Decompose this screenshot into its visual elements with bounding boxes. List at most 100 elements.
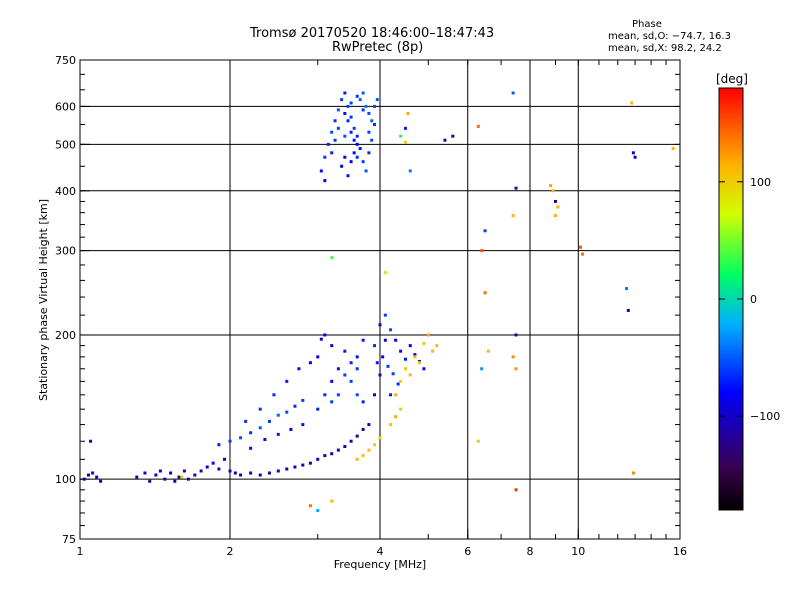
data-point [403, 367, 407, 371]
data-point [431, 349, 435, 353]
data-point [361, 160, 365, 164]
data-point [193, 473, 197, 477]
data-point [316, 509, 320, 513]
data-point [293, 465, 297, 469]
data-point [276, 469, 280, 473]
data-point [386, 364, 390, 368]
data-point [301, 423, 305, 427]
y-tick-label: 750 [55, 54, 76, 67]
data-point [333, 138, 337, 142]
data-point [511, 91, 515, 95]
data-point [355, 142, 359, 146]
data-point [476, 124, 480, 128]
data-point [343, 349, 347, 353]
data-point [316, 407, 320, 411]
y-tick-label: 600 [55, 100, 76, 113]
data-point [383, 338, 387, 342]
y-tick-label: 400 [55, 185, 76, 198]
data-point [82, 477, 86, 481]
data-point [258, 473, 262, 477]
y-tick-label: 200 [55, 329, 76, 342]
data-point [403, 357, 407, 361]
x-tick-label: 10 [571, 545, 585, 558]
data-point [361, 91, 365, 95]
data-point [373, 393, 377, 397]
data-point [89, 439, 93, 443]
data-point [336, 367, 340, 371]
data-point [355, 94, 359, 98]
data-point [391, 372, 395, 376]
data-point [364, 104, 368, 108]
data-point [99, 479, 103, 483]
data-point [330, 379, 334, 383]
data-point [631, 471, 635, 475]
data-point [514, 367, 518, 371]
data-point [285, 379, 289, 383]
data-point [483, 291, 487, 295]
data-point [340, 98, 344, 102]
data-point [249, 446, 253, 450]
data-point [349, 379, 353, 383]
data-point [211, 461, 215, 465]
data-point [336, 393, 340, 397]
data-point [486, 349, 490, 353]
phase-heading: Phase [632, 19, 662, 30]
data-point [355, 457, 359, 461]
data-point [361, 400, 365, 404]
data-point [343, 444, 347, 448]
data-point [443, 138, 447, 142]
data-point [352, 126, 356, 130]
x-tick-label: 16 [673, 545, 687, 558]
data-point [399, 134, 403, 138]
y-tick-label: 100 [55, 473, 76, 486]
data-point [413, 355, 417, 359]
data-point [549, 184, 553, 188]
data-point [346, 174, 350, 178]
data-point [367, 423, 371, 427]
data-point [367, 448, 371, 452]
data-point [333, 119, 337, 123]
data-point [343, 373, 347, 377]
data-point [630, 101, 634, 105]
data-point [370, 138, 374, 142]
data-point [511, 355, 515, 359]
data-point [373, 344, 377, 348]
data-point [367, 151, 371, 155]
data-point [308, 504, 312, 508]
data-point [361, 454, 365, 458]
data-point [249, 471, 253, 475]
data-point [330, 400, 334, 404]
data-point [154, 473, 158, 477]
data-point [511, 214, 515, 218]
data-point [435, 344, 439, 348]
data-point [199, 469, 203, 473]
data-point [239, 436, 243, 440]
y-tick-label: 500 [55, 138, 76, 151]
data-point [364, 169, 368, 173]
data-point [403, 140, 407, 144]
data-point [91, 471, 95, 475]
data-point [355, 393, 359, 397]
data-point [330, 499, 334, 503]
data-point [394, 393, 398, 397]
data-point [483, 229, 487, 233]
data-point [358, 147, 362, 151]
x-axis-label: Frequency [MHz] [334, 558, 426, 571]
axis-ticks: 1 2 4 6 8 10 16 75 100 200 300 400 500 600 750 [55, 54, 687, 558]
data-point [158, 469, 162, 473]
data-point [182, 469, 186, 473]
data-point [349, 439, 353, 443]
x-tick-label: 1 [77, 545, 84, 558]
colorbar-tick-label: −100 [750, 410, 780, 423]
data-point [301, 463, 305, 467]
data-point [514, 488, 518, 492]
data-point [426, 333, 430, 337]
chart-title: Tromsø 20170520 18:46:00–18:47:43 [250, 26, 495, 41]
data-point [228, 469, 232, 473]
data-point [399, 379, 403, 383]
data-point [367, 130, 371, 134]
data-point [408, 373, 412, 377]
data-point [361, 427, 365, 431]
data-point [249, 431, 253, 435]
